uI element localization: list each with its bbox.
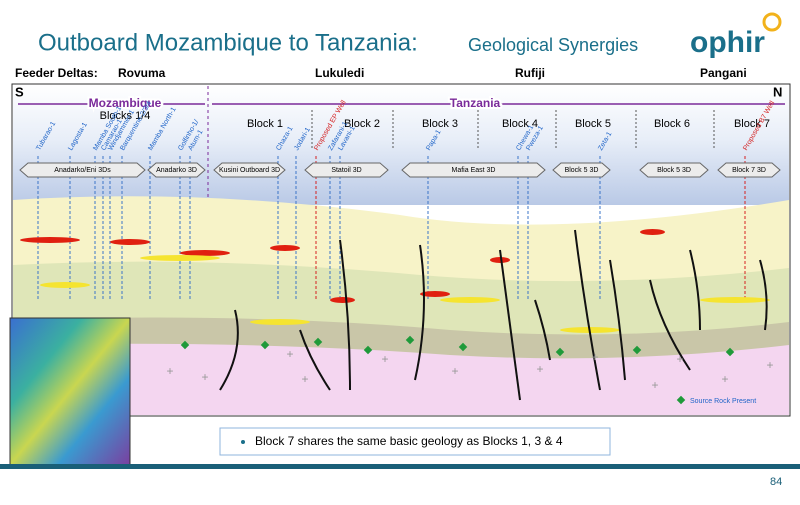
survey-arrow — [401, 162, 546, 178]
fault — [649, 279, 691, 371]
fault — [759, 259, 768, 331]
subtitle: Geological Synergies — [468, 35, 638, 55]
source-rock — [725, 347, 735, 357]
feeder-delta: Pangani — [700, 66, 747, 80]
fault — [534, 299, 551, 361]
sand-lens — [40, 282, 90, 288]
sand-lens — [250, 319, 310, 325]
source-rock — [363, 345, 373, 355]
fault — [609, 259, 626, 381]
block-label: Block 1 — [247, 118, 283, 130]
source-rock — [405, 335, 415, 345]
survey-arrow — [552, 162, 611, 178]
survey-arrow — [639, 162, 709, 178]
source-rock — [458, 342, 468, 352]
gas-lens — [110, 239, 150, 245]
source-rock — [313, 337, 323, 347]
plus-mark: + — [591, 350, 598, 364]
gas-lens — [330, 297, 355, 303]
gas-lens — [20, 237, 80, 243]
plus-mark: + — [301, 372, 308, 386]
north: N — [773, 84, 782, 99]
survey-label: Anadarko 3D — [156, 167, 197, 174]
plus-mark: + — [676, 352, 683, 366]
plus-mark: + — [201, 370, 208, 384]
block-label: Block 7 — [734, 118, 770, 130]
plus-mark: + — [721, 372, 728, 386]
survey-arrow — [19, 162, 146, 178]
source-rock — [632, 345, 642, 355]
legend-label: Source Rock Present — [690, 398, 756, 405]
survey-arrow — [213, 162, 286, 178]
bullet — [241, 440, 245, 444]
survey-label: Block 5 3D — [565, 167, 599, 174]
source-rock — [260, 340, 270, 350]
plus-mark: + — [651, 378, 658, 392]
fault — [574, 229, 601, 391]
block-label: Block 5 — [575, 118, 611, 130]
legend-swatch — [676, 395, 686, 405]
fault — [689, 249, 701, 331]
survey-label: Kusini Outboard 3D — [219, 167, 280, 174]
survey-arrow — [304, 162, 389, 178]
logo-sun — [762, 12, 782, 32]
survey-label: Statoil 3D — [331, 167, 361, 174]
fault — [219, 309, 239, 391]
plus-mark: + — [381, 352, 388, 366]
feeder-delta: Rovuma — [118, 66, 166, 80]
fault — [299, 329, 331, 391]
feeder-delta: Rufiji — [515, 66, 545, 80]
footer-band — [0, 464, 800, 469]
inset-map — [9, 317, 131, 466]
sand-lens — [440, 297, 500, 303]
feeder-label: Feeder Deltas: — [15, 66, 98, 80]
country: Mozambique — [89, 96, 162, 110]
sand-lens — [700, 297, 770, 303]
block-label: Block 3 — [422, 118, 458, 130]
survey-label: Anadarko/Eni 3Ds — [54, 167, 111, 174]
source-rock — [180, 340, 190, 350]
south: S — [15, 84, 24, 99]
fault — [499, 249, 521, 401]
country: Tanzania — [450, 96, 501, 110]
callout: Block 7 shares the same basic geology as… — [255, 434, 563, 448]
survey-label: Mafia East 3D — [452, 167, 496, 174]
gas-lens — [640, 229, 665, 235]
plus-mark: + — [286, 347, 293, 361]
block-label: Block 4 — [502, 118, 538, 130]
block-label: Block 6 — [654, 118, 690, 130]
survey-arrow — [147, 162, 206, 178]
gas-lens — [270, 245, 300, 251]
survey-arrow — [717, 162, 781, 178]
feeder-delta: Lukuledi — [315, 66, 364, 80]
water — [13, 85, 789, 205]
sand-lens — [140, 255, 220, 261]
plus-mark: + — [536, 362, 543, 376]
logo: ophir — [690, 26, 765, 59]
title: Outboard Mozambique to Tanzania: — [38, 29, 418, 56]
block-label: Blocks 1/4 — [100, 110, 151, 122]
page-number: 84 — [770, 476, 782, 488]
plus-mark: + — [766, 358, 773, 372]
fault — [414, 244, 425, 381]
survey-label: Block 5 3D — [657, 167, 691, 174]
gas-lens — [420, 291, 450, 297]
plus-mark: + — [166, 364, 173, 378]
source-rock — [555, 347, 565, 357]
plus-mark: + — [451, 364, 458, 378]
callout-box — [219, 427, 611, 456]
gas-lens — [180, 250, 230, 256]
fault — [339, 239, 351, 391]
survey-label: Block 7 3D — [732, 167, 766, 174]
gas-lens — [490, 257, 510, 263]
block-label: Block 2 — [344, 118, 380, 130]
